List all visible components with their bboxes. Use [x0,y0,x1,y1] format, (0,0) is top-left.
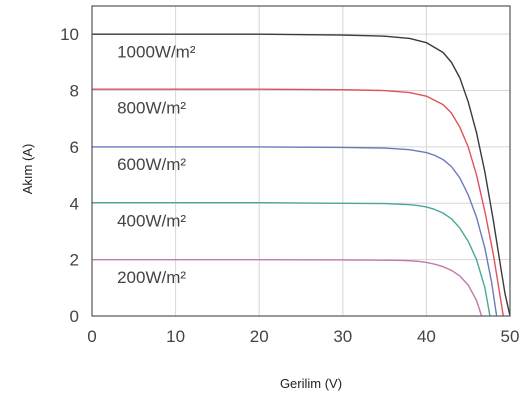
series-label-0: 1000W/m² [117,42,196,61]
x-tick-labels: 0 10 20 30 40 50 [87,327,519,346]
y-tick-label: 2 [70,251,79,270]
plot-frame [91,5,511,317]
series-line-2 [92,146,498,317]
series-line-3 [92,202,491,317]
x-tick-label: 30 [333,327,352,346]
x-axis-title: Gerilim (V) [280,376,342,391]
series-lines [92,33,511,317]
series-line-4 [92,258,483,317]
x-tick-label: 40 [417,327,436,346]
series-label-2: 600W/m² [117,155,186,174]
x-tick-label: 10 [166,327,185,346]
y-tick-label: 4 [70,194,79,213]
series-label-3: 400W/m² [117,211,186,230]
y-tick-label: 8 [70,82,79,101]
y-tick-label: 0 [70,307,79,326]
y-tick-labels: 0 2 4 6 8 10 [60,25,79,326]
y-tick-label: 10 [60,25,79,44]
x-tick-label: 0 [87,327,96,346]
series-label-4: 200W/m² [117,268,186,287]
series-line-1 [92,88,505,317]
x-tick-label: 20 [250,327,269,346]
series-line-0 [92,33,511,317]
x-tick-label: 50 [501,327,520,346]
series-labels: 1000W/m² 800W/m² 600W/m² 400W/m² 200W/m² [117,42,196,286]
y-tick-label: 6 [70,138,79,157]
series-label-1: 800W/m² [117,99,186,118]
y-axis-title: Akım (A) [20,144,35,195]
